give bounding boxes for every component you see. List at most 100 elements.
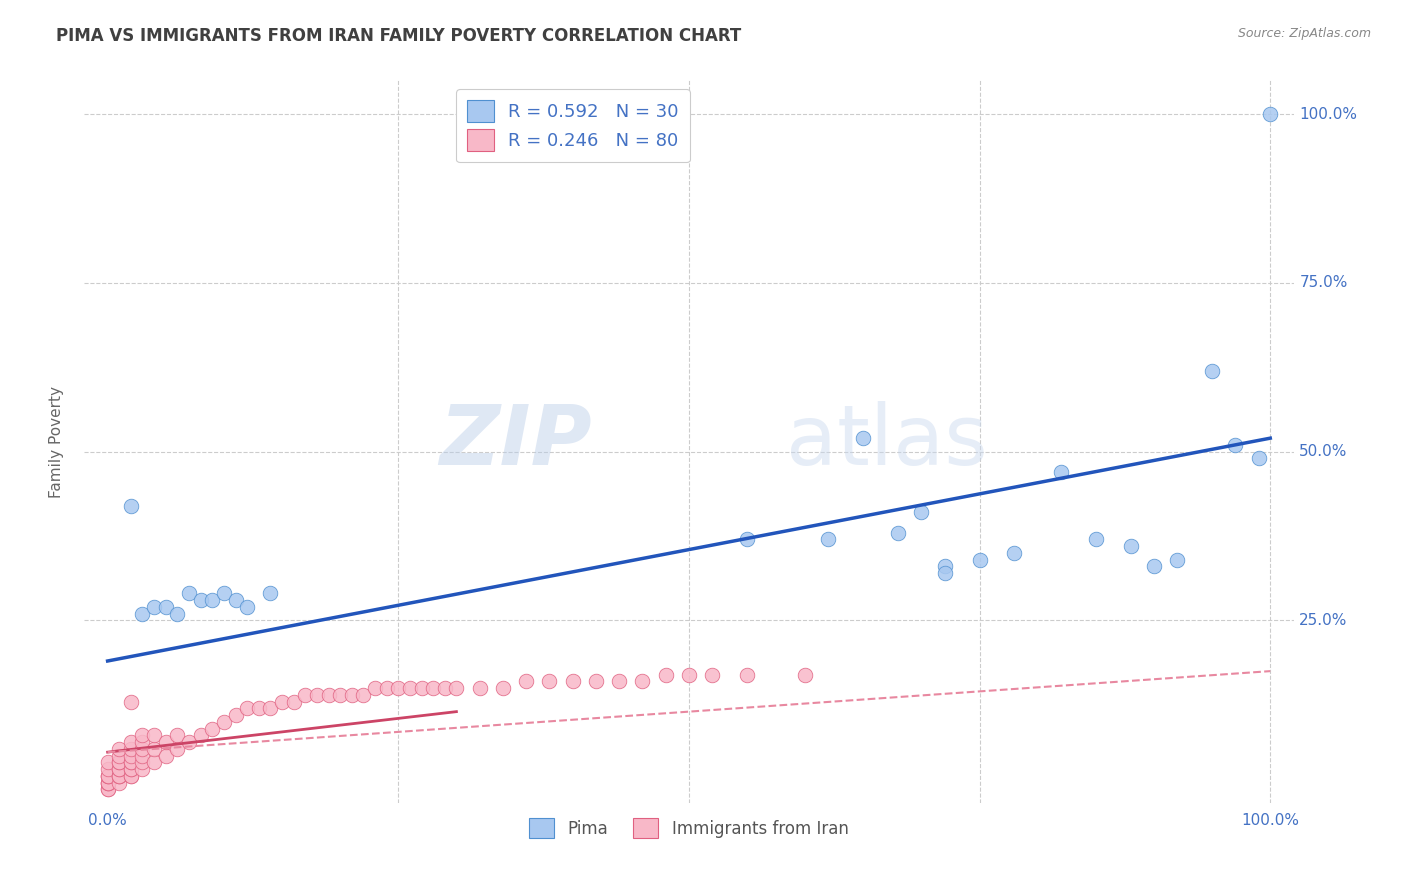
Point <box>1004 546 1026 560</box>
Point <box>177 735 200 749</box>
Point <box>794 667 817 681</box>
Text: 50.0%: 50.0% <box>1299 444 1348 459</box>
Point <box>852 431 875 445</box>
Point <box>678 667 700 681</box>
Point <box>131 748 153 763</box>
Point <box>97 782 120 797</box>
Point <box>305 688 328 702</box>
Point <box>225 708 247 723</box>
Point <box>108 762 131 776</box>
Point <box>97 756 120 770</box>
Point <box>131 735 153 749</box>
Point <box>97 769 120 783</box>
Point <box>108 748 131 763</box>
Point <box>433 681 456 695</box>
Point <box>212 586 235 600</box>
Point <box>177 586 200 600</box>
Point <box>887 525 910 540</box>
Point <box>271 694 294 708</box>
Text: atlas: atlas <box>786 401 987 482</box>
Point <box>225 593 247 607</box>
Point <box>120 762 142 776</box>
Point <box>934 566 956 581</box>
Point <box>120 694 142 708</box>
Point <box>143 741 166 756</box>
Point <box>201 593 224 607</box>
Point <box>585 674 607 689</box>
Point <box>108 762 131 776</box>
Point <box>143 728 166 742</box>
Point <box>166 607 188 621</box>
Point <box>97 775 120 789</box>
Point <box>352 688 374 702</box>
Point <box>387 681 409 695</box>
Point <box>155 599 177 614</box>
Point <box>120 769 142 783</box>
Text: 25.0%: 25.0% <box>1299 613 1348 628</box>
Point <box>97 782 120 797</box>
Point <box>97 762 120 776</box>
Legend: Pima, Immigrants from Iran: Pima, Immigrants from Iran <box>523 812 855 845</box>
Point <box>108 775 131 789</box>
Point <box>259 586 281 600</box>
Point <box>131 762 153 776</box>
Point <box>201 722 224 736</box>
Point <box>607 674 630 689</box>
Point <box>166 728 188 742</box>
Point <box>1258 107 1281 121</box>
Point <box>108 769 131 783</box>
Point <box>108 741 131 756</box>
Text: 100.0%: 100.0% <box>1299 106 1357 121</box>
Point <box>120 769 142 783</box>
Point <box>1201 364 1223 378</box>
Point <box>399 681 422 695</box>
Point <box>97 769 120 783</box>
Point <box>817 533 839 547</box>
Point <box>190 728 212 742</box>
Point <box>190 593 212 607</box>
Point <box>294 688 316 702</box>
Point <box>1247 451 1270 466</box>
Point <box>166 741 188 756</box>
Point <box>155 748 177 763</box>
Point <box>735 533 758 547</box>
Point <box>143 599 166 614</box>
Point <box>120 499 142 513</box>
Point <box>318 688 340 702</box>
Point <box>631 674 654 689</box>
Point <box>329 688 352 702</box>
Point <box>283 694 305 708</box>
Point <box>1225 438 1247 452</box>
Point <box>1143 559 1166 574</box>
Point <box>702 667 724 681</box>
Point <box>492 681 515 695</box>
Text: PIMA VS IMMIGRANTS FROM IRAN FAMILY POVERTY CORRELATION CHART: PIMA VS IMMIGRANTS FROM IRAN FAMILY POVE… <box>56 27 741 45</box>
Point <box>969 552 991 566</box>
Point <box>108 769 131 783</box>
Point <box>131 728 153 742</box>
Point <box>131 741 153 756</box>
Point <box>108 756 131 770</box>
Point <box>236 701 259 715</box>
Text: Source: ZipAtlas.com: Source: ZipAtlas.com <box>1237 27 1371 40</box>
Point <box>120 756 142 770</box>
Point <box>411 681 433 695</box>
Point <box>654 667 676 681</box>
Y-axis label: Family Poverty: Family Poverty <box>49 385 63 498</box>
Point <box>1050 465 1073 479</box>
Point <box>97 769 120 783</box>
Text: ZIP: ZIP <box>440 401 592 482</box>
Point <box>538 674 561 689</box>
Point <box>155 735 177 749</box>
Point <box>247 701 270 715</box>
Point <box>120 748 142 763</box>
Point <box>143 756 166 770</box>
Point <box>1166 552 1188 566</box>
Text: 75.0%: 75.0% <box>1299 276 1348 291</box>
Point <box>108 769 131 783</box>
Point <box>120 762 142 776</box>
Point <box>375 681 398 695</box>
Point <box>561 674 583 689</box>
Point <box>120 756 142 770</box>
Point <box>364 681 387 695</box>
